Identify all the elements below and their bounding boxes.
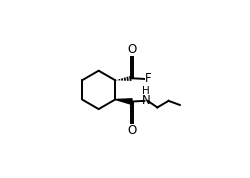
Text: F: F bbox=[145, 72, 152, 85]
Polygon shape bbox=[115, 99, 132, 104]
Text: N: N bbox=[142, 94, 150, 107]
Text: O: O bbox=[127, 124, 136, 137]
Text: H: H bbox=[142, 86, 149, 96]
Text: O: O bbox=[127, 43, 136, 56]
